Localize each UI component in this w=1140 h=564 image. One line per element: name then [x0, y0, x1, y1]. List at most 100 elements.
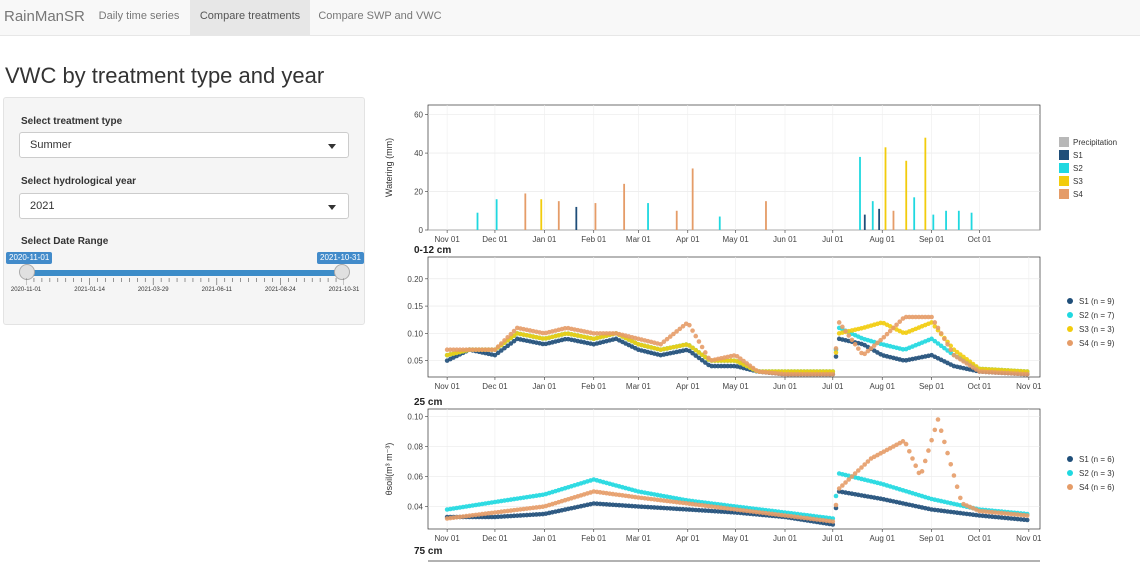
x-tick-label: Oct 01	[968, 534, 992, 543]
y-axis-label: Watering (mm)	[384, 138, 394, 197]
data-point	[919, 469, 925, 474]
data-point	[728, 358, 734, 363]
data-point	[483, 347, 488, 353]
data-point	[833, 350, 839, 355]
watering-bar	[878, 208, 881, 230]
data-point	[750, 365, 756, 371]
x-tick-label: Jan 01	[532, 235, 557, 244]
slider-end-handle[interactable]	[334, 264, 350, 280]
data-point	[881, 334, 887, 340]
data-point	[473, 347, 479, 353]
data-point	[862, 351, 867, 357]
x-tick-label: Nov 01	[1016, 534, 1042, 543]
legend-label: S4 (n = 9)	[1079, 339, 1115, 348]
data-point	[476, 347, 482, 353]
data-point	[865, 348, 871, 354]
data-point	[703, 360, 708, 365]
data-point	[562, 331, 568, 337]
slider-tick-label: 2021-06-11	[201, 287, 232, 293]
x-tick-label: Feb 01	[581, 534, 606, 543]
year-label: Select hydrological year	[21, 176, 137, 187]
y-tick-label: 0.10	[407, 329, 423, 338]
legend-label: S2	[1073, 164, 1083, 173]
x-tick-label: Jan 01	[532, 382, 557, 391]
data-point	[942, 345, 947, 351]
data-point	[830, 371, 836, 377]
data-point	[597, 331, 603, 336]
data-point	[907, 314, 912, 320]
data-point	[852, 471, 858, 476]
data-point	[671, 331, 676, 337]
data-point	[789, 371, 794, 377]
data-point	[687, 343, 692, 348]
data-point	[938, 331, 944, 336]
data-point	[926, 314, 931, 320]
data-point	[951, 473, 957, 478]
data-point	[942, 439, 947, 445]
brand-title[interactable]: RainManSR	[4, 8, 85, 25]
legend-swatch	[1059, 150, 1069, 160]
watering-bar	[675, 210, 678, 230]
tab-daily-time-series[interactable]: Daily time series	[98, 10, 180, 22]
data-point	[709, 363, 714, 369]
tab-compare-treatments[interactable]: Compare treatments	[190, 0, 310, 35]
tab-compare-swp-vwc[interactable]: Compare SWP and VWC	[318, 10, 442, 22]
data-point	[913, 314, 918, 320]
slider-tick-label: 2020-11-01	[10, 287, 42, 293]
data-point	[795, 371, 801, 377]
date-range-slider[interactable]	[26, 270, 344, 276]
data-point	[817, 371, 823, 377]
y-tick-label: 0.20	[407, 275, 423, 284]
slider-start-handle[interactable]	[19, 264, 35, 280]
x-tick-label: Jul 01	[822, 382, 844, 391]
x-tick-label: Oct 01	[968, 382, 992, 391]
data-point	[932, 427, 938, 433]
x-tick-label: Jun 01	[773, 534, 798, 543]
treatment-select[interactable]: Summer	[19, 132, 349, 158]
y-tick-label: 20	[414, 188, 423, 197]
watering-bar	[913, 197, 916, 230]
data-point	[607, 331, 612, 336]
data-point	[680, 324, 686, 329]
data-point	[958, 352, 963, 357]
legend-label: S1	[1073, 151, 1083, 160]
data-point	[610, 331, 616, 336]
data-point	[715, 363, 721, 369]
legend-marker	[1067, 326, 1073, 332]
data-point	[486, 514, 491, 520]
data-point	[929, 336, 934, 342]
data-point	[849, 337, 855, 343]
data-point	[833, 354, 839, 359]
legend-label: S4	[1073, 190, 1083, 199]
data-point	[451, 347, 456, 353]
panel-title: 0-12 cm	[414, 245, 451, 256]
watering-bar	[905, 160, 908, 230]
data-point	[747, 363, 753, 369]
data-point	[926, 448, 931, 453]
data-point	[444, 347, 450, 353]
data-point	[690, 350, 695, 356]
x-tick-label: May 01	[722, 235, 749, 244]
slider-end-badge: 2021-10-31	[317, 252, 364, 264]
slider-ticks	[26, 278, 344, 285]
data-point	[840, 483, 845, 488]
x-tick-label: Mar 01	[626, 382, 651, 391]
x-tick-label: Jul 01	[822, 235, 844, 244]
data-point	[693, 353, 699, 358]
data-point	[661, 339, 667, 345]
data-point	[938, 343, 944, 349]
watering-bar	[924, 137, 927, 230]
data-point	[916, 314, 922, 320]
legend-label: S2 (n = 7)	[1079, 311, 1115, 320]
data-point	[859, 465, 864, 470]
data-point	[833, 493, 839, 499]
page-title: VWC by treatment type and year	[5, 63, 325, 88]
data-point	[910, 456, 915, 461]
data-point	[511, 328, 517, 334]
navbar: RainManSR Daily time series Compare trea…	[0, 0, 1140, 36]
x-tick-label: Mar 01	[626, 235, 651, 244]
year-select[interactable]: 2021	[19, 193, 349, 219]
treatment-select-value: Summer	[30, 139, 72, 151]
x-tick-label: Apr 01	[676, 382, 700, 391]
data-point	[878, 337, 883, 343]
